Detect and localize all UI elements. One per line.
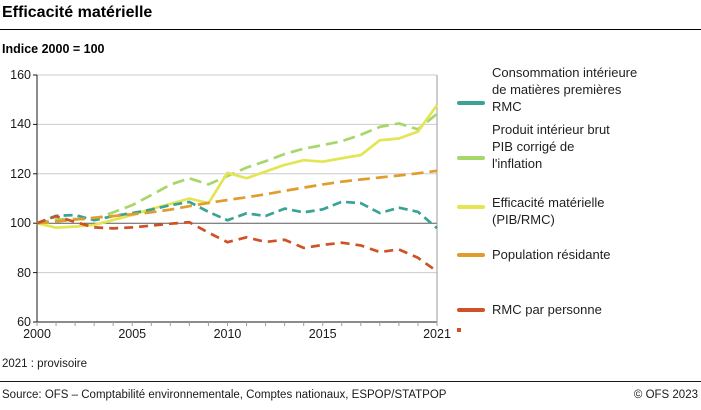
legend-label-line: de matières premières xyxy=(492,82,622,97)
legend-label-line: (PIB/RMC) xyxy=(492,212,555,227)
legend-entry-population: Population résidante xyxy=(455,246,701,263)
legend-label-pib: Produit intérieur brut PIB corrigé de l'in… xyxy=(492,121,701,172)
series-line-population xyxy=(36,169,438,225)
chart-canvas xyxy=(33,74,439,326)
x-axis-label-2000: 2000 xyxy=(23,327,51,341)
title-divider xyxy=(0,29,701,30)
footer-copyright: © OFS 2023 xyxy=(633,389,698,401)
legend-entry-efficacite: Efficacité matérielle (PIB/RMC) xyxy=(455,194,701,228)
legend-label-line: l'inflation xyxy=(492,156,543,171)
legend-label-line: Population résidante xyxy=(492,247,611,262)
page-title: Efficacité matérielle xyxy=(2,4,153,21)
legend-entry-pib: Produit intérieur brut PIB corrigé de l'in… xyxy=(455,121,701,172)
chart-subtitle-index-note: Indice 2000 = 100 xyxy=(2,42,105,56)
series-line-efficacite xyxy=(36,104,439,229)
legend-label-population: Population résidante xyxy=(492,246,701,263)
legend-entry-rmc-par-personne: RMC par personne xyxy=(455,301,701,318)
y-axis-label-100: 100 xyxy=(10,216,31,231)
legend-label-line: Efficacité matérielle xyxy=(492,195,605,210)
legend-label-line: Consommation intérieure xyxy=(492,65,638,80)
legend-entry-rmc: Consommation intérieure de matières premi… xyxy=(455,64,701,115)
legend-line-swatch-pib xyxy=(457,156,485,160)
x-axis-label-2005: 2005 xyxy=(118,327,147,341)
provisional-marker-icon xyxy=(457,328,461,332)
y-axis-label-160: 160 xyxy=(10,68,31,82)
x-axis-label-2015: 2015 xyxy=(308,327,337,341)
chart-legend: Consommation intérieure de matières premi… xyxy=(455,60,701,350)
legend-label-line: RMC par personne xyxy=(492,302,602,317)
x-axis-label-2021: 2021 xyxy=(423,327,451,341)
chart-area: 60 80 100 120 140 160 2000 2005 2010 2015 2021 xyxy=(0,60,465,350)
legend-line-swatch-efficacite xyxy=(457,205,485,209)
legend-label-rmc-par-personne: RMC par personne xyxy=(492,301,701,318)
legend-label-line: RMC xyxy=(492,99,522,114)
footnote-provisional: 2021 : provisoire xyxy=(2,358,88,370)
y-axis-label-120: 120 xyxy=(10,166,31,181)
legend-label-line: PIB corrigé de xyxy=(492,139,575,154)
footer-divider xyxy=(0,381,701,382)
legend-line-swatch-rmc-par-personne xyxy=(457,308,485,312)
x-axis-label-2010: 2010 xyxy=(213,327,242,341)
legend-label-line: Produit intérieur brut xyxy=(492,122,610,137)
series-line-pib xyxy=(36,112,438,225)
series-line-rmc-par-personne xyxy=(36,214,438,273)
y-axis-label-60: 60 xyxy=(17,315,31,329)
legend-line-swatch-population xyxy=(457,253,485,257)
legend-label-rmc: Consommation intérieure de matières premi… xyxy=(492,64,701,115)
legend-label-efficacite: Efficacité matérielle (PIB/RMC) xyxy=(492,194,701,228)
y-axis-label-80: 80 xyxy=(17,265,31,280)
legend-line-swatch-rmc xyxy=(457,101,485,105)
footer-source: Source: OFS – Comptabilité environnement… xyxy=(2,389,447,401)
y-axis-label-140: 140 xyxy=(10,117,31,132)
